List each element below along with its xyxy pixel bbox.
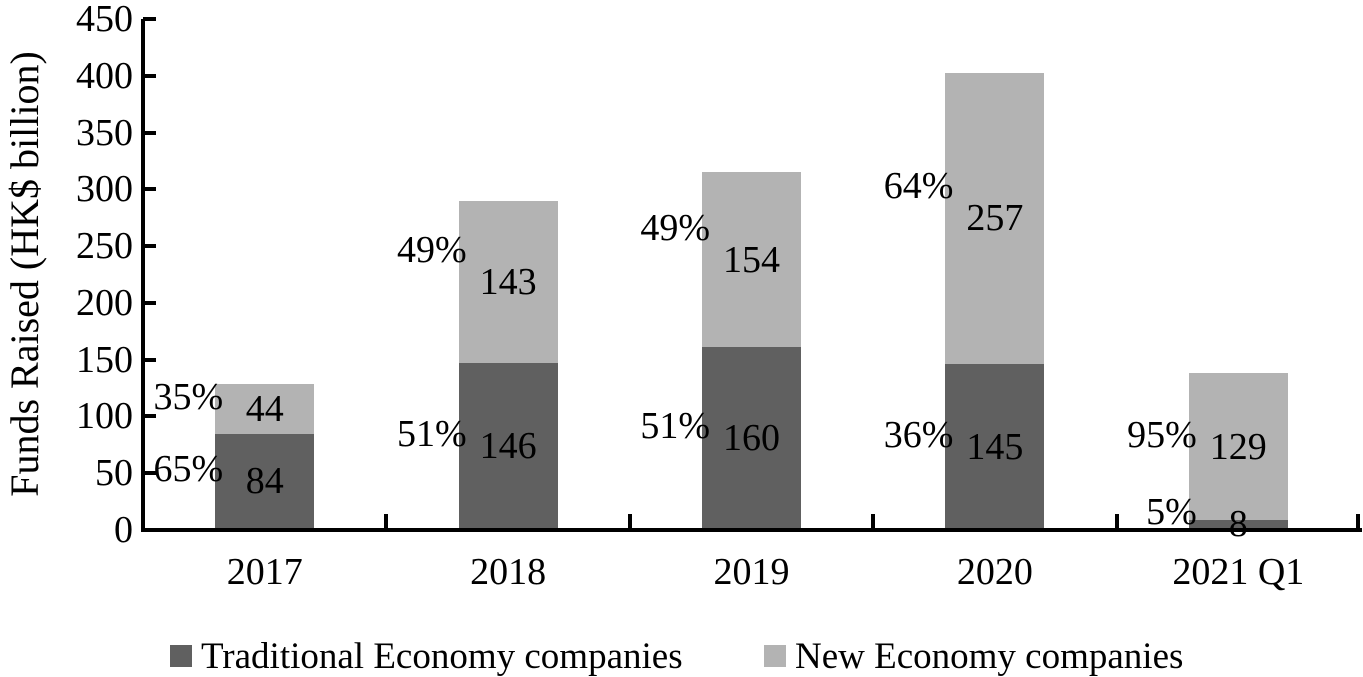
legend-swatch-traditional xyxy=(170,645,192,667)
y-tick xyxy=(143,244,156,249)
bar-pct-label: 5% xyxy=(1146,491,1197,534)
y-tick-label: 400 xyxy=(76,54,133,97)
bar-segment-new xyxy=(458,200,558,364)
bar-segment-traditional xyxy=(945,364,1045,529)
x-category-label: 2018 xyxy=(470,551,547,593)
y-tick-label: 250 xyxy=(76,225,133,268)
bar-pct-label: 51% xyxy=(640,405,710,448)
y-tick xyxy=(143,73,156,78)
y-tick-label: 450 xyxy=(76,0,133,40)
x-axis-line xyxy=(141,528,1362,532)
y-tick-label: 100 xyxy=(76,395,133,438)
bar-value-label: 145 xyxy=(966,425,1024,468)
bar-value-label: 84 xyxy=(245,460,284,503)
bar-pct-label: 49% xyxy=(640,206,710,249)
x-category-label: 2020 xyxy=(956,551,1033,593)
bar-segment-traditional xyxy=(458,363,558,529)
x-tick xyxy=(1114,514,1119,528)
y-tick-label: 200 xyxy=(76,281,133,324)
y-tick-label: 50 xyxy=(95,452,133,495)
bar-pct-label: 51% xyxy=(396,413,467,456)
bar-value-label: 257 xyxy=(966,197,1024,240)
y-tick xyxy=(143,17,156,21)
y-tick xyxy=(143,471,156,476)
y-tick-label: 150 xyxy=(76,338,133,381)
bar-value-label: 160 xyxy=(723,417,780,460)
bar-value-label: 8 xyxy=(1228,503,1248,546)
bar-value-label: 129 xyxy=(1209,425,1267,468)
x-tick xyxy=(627,514,632,528)
legend-label-traditional: Traditional Economy companies xyxy=(201,635,683,677)
bar-segment-traditional xyxy=(702,347,801,529)
y-tick xyxy=(143,357,156,362)
bar-value-label: 44 xyxy=(245,387,284,430)
bar-pct-label: 35% xyxy=(153,375,224,418)
y-tick-label: 300 xyxy=(76,168,133,211)
bar-segment-new xyxy=(215,383,315,434)
bar-segment-traditional xyxy=(1188,519,1288,529)
bar-value-label: 143 xyxy=(479,261,537,304)
bar-segment-traditional xyxy=(215,433,315,529)
x-tick xyxy=(1356,514,1360,528)
legend-item-traditional: Traditional Economy companies xyxy=(170,634,683,677)
bar-segment-new xyxy=(1188,373,1288,520)
bar-pct-label: 49% xyxy=(396,229,467,272)
bar-pct-label: 64% xyxy=(883,165,954,208)
bar-value-label: 154 xyxy=(723,238,780,281)
bar-segment-new xyxy=(702,172,801,348)
y-axis-line xyxy=(141,19,145,532)
x-tick xyxy=(384,514,389,528)
legend-swatch-new xyxy=(764,645,786,667)
y-tick-label: 0 xyxy=(114,509,133,551)
x-category-label: 2017 xyxy=(226,551,303,593)
y-tick xyxy=(143,187,156,192)
y-tick xyxy=(143,130,156,135)
bar-pct-label: 95% xyxy=(1127,413,1197,456)
y-tick xyxy=(143,414,156,419)
y-tick xyxy=(143,300,156,305)
x-category-label: 2021 Q1 xyxy=(1172,551,1305,593)
x-category-label: 2019 xyxy=(713,551,790,593)
bar-value-label: 146 xyxy=(479,425,537,468)
bar-pct-label: 65% xyxy=(153,448,224,491)
legend-item-new: New Economy companies xyxy=(764,634,1183,677)
y-tick-label: 350 xyxy=(76,111,133,154)
x-tick xyxy=(871,514,876,528)
bar-pct-label: 36% xyxy=(883,413,954,456)
legend-label-new: New Economy companies xyxy=(795,635,1184,677)
bar-segment-new xyxy=(945,72,1045,365)
